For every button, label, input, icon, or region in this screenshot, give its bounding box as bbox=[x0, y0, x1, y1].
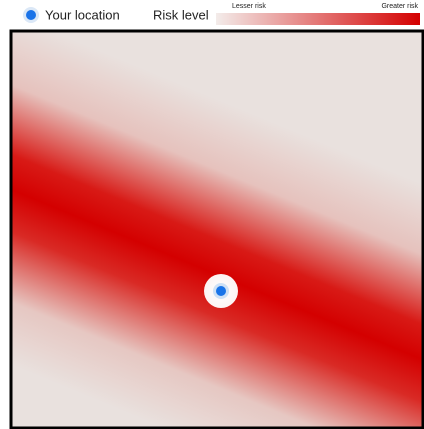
location-marker[interactable] bbox=[216, 286, 226, 296]
location-label: Your location bbox=[45, 7, 120, 22]
location-icon bbox=[26, 10, 36, 20]
legend: Your location Risk level Lesser risk Gre… bbox=[23, 3, 420, 25]
high-risk-label: Greater risk bbox=[381, 3, 418, 10]
low-risk-label: Lesser risk bbox=[232, 3, 266, 10]
risk-heatmap bbox=[9, 29, 424, 429]
risk-label: Risk level bbox=[153, 7, 209, 22]
risk-scale bbox=[216, 13, 420, 25]
